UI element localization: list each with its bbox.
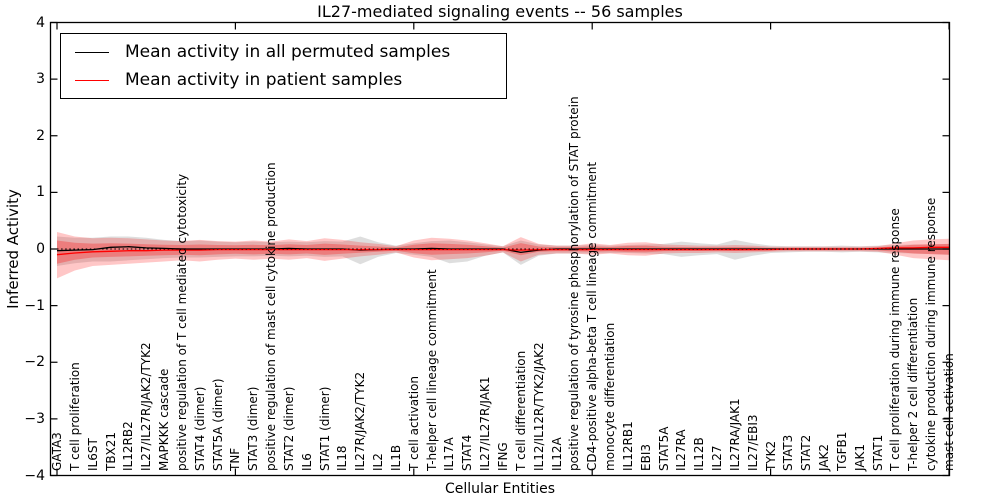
patient-std-band bbox=[57, 232, 949, 279]
x-tick-label: GATA3 bbox=[50, 432, 64, 471]
x-tick-label: STAT1 (dimer) bbox=[317, 386, 332, 471]
x-tick-label: IL18 bbox=[335, 445, 350, 472]
x-tick-label: IL27/IL27R/JAK2/TYK2 bbox=[139, 342, 154, 471]
x-tick-label: T cell proliferation during immune respo… bbox=[888, 208, 903, 471]
x-tick-label: STAT1 bbox=[870, 434, 885, 471]
y-tick-label: −2 bbox=[24, 354, 45, 371]
legend-label-permuted: Mean activity in all permuted samples bbox=[125, 42, 451, 62]
x-tick-label: IL27RA bbox=[674, 429, 689, 471]
legend: Mean activity in all permuted samples Me… bbox=[60, 33, 507, 99]
x-tick-label: positive regulation of T cell mediated c… bbox=[174, 173, 189, 471]
x-tick-label: STAT2 (dimer) bbox=[281, 386, 296, 471]
y-tick-label: 3 bbox=[36, 71, 45, 88]
y-tick-label: 2 bbox=[36, 127, 45, 144]
patient-line-swatch-icon bbox=[75, 79, 109, 81]
legend-entry-permuted: Mean activity in all permuted samples bbox=[61, 42, 506, 62]
y-tick-label: −4 bbox=[24, 467, 45, 484]
x-tick-label: STAT3 bbox=[781, 434, 796, 471]
x-tick-label: CD4-positive alpha-beta T cell lineage c… bbox=[585, 161, 600, 471]
x-tick-label: IL27/EBI3 bbox=[745, 414, 760, 471]
x-tick-label: T-helper 2 cell differentiation bbox=[906, 297, 921, 471]
x-tick-label: IL17A bbox=[442, 437, 457, 471]
y-tick-label: 4 bbox=[36, 14, 45, 31]
x-tick-label: IL27 bbox=[710, 445, 725, 472]
legend-label-patient: Mean activity in patient samples bbox=[125, 70, 403, 90]
x-tick-label: JAK1 bbox=[852, 443, 867, 471]
x-tick-label: IL12/IL12R/TYK2/JAK2 bbox=[531, 342, 546, 471]
x-tick-label: monocyte differentiation bbox=[603, 322, 618, 471]
patient-inner-band bbox=[57, 240, 949, 264]
x-tick-label: cytokine production during immune respon… bbox=[924, 197, 939, 471]
x-tick-label: IL6ST bbox=[85, 438, 100, 471]
y-tick-label: −1 bbox=[24, 297, 45, 314]
x-tick-label: JAK2 bbox=[817, 443, 832, 471]
x-tick-label: STAT5A bbox=[656, 426, 671, 471]
permuted-std-band bbox=[57, 236, 949, 266]
x-tick-label: IL27/IL27R/JAK1 bbox=[478, 376, 493, 471]
x-tick-label: IL27RA/JAK1 bbox=[727, 398, 742, 471]
x-tick-label: STAT2 bbox=[799, 434, 814, 471]
x-tick-label: T cell differentiation bbox=[513, 350, 528, 471]
x-tick-label: IL12A bbox=[549, 437, 564, 471]
legend-entry-patient: Mean activity in patient samples bbox=[61, 70, 506, 90]
x-tick-label: T cell activation bbox=[406, 375, 421, 471]
x-tick-label: IL27R/JAK2/TYK2 bbox=[353, 371, 368, 471]
x-tick-label: positive regulation of mast cell cytokin… bbox=[264, 162, 279, 471]
x-tick-label: STAT4 bbox=[460, 434, 475, 471]
x-tick-label: IL2 bbox=[371, 453, 386, 471]
x-tick-label: IL12B bbox=[692, 437, 707, 471]
x-tick-label: positive regulation of tyrosine phosphor… bbox=[567, 96, 582, 471]
x-tick-label: IL6 bbox=[299, 453, 314, 471]
x-tick-label: TBX21 bbox=[103, 431, 118, 471]
x-tick-label: TGFB1 bbox=[834, 431, 849, 471]
x-tick-label: IFNG bbox=[496, 442, 510, 471]
x-tick-label: STAT3 (dimer) bbox=[246, 386, 261, 471]
x-tick-label: TNF bbox=[228, 447, 243, 471]
x-tick-label: T cell proliferation bbox=[67, 362, 82, 471]
x-tick-label: IL12RB2 bbox=[121, 421, 136, 471]
y-tick-label: 0 bbox=[36, 241, 45, 257]
x-tick-label: STAT4 (dimer) bbox=[192, 386, 207, 471]
x-tick-label: EBI3 bbox=[638, 444, 653, 471]
y-tick-label: −3 bbox=[24, 410, 45, 427]
x-tick-label: MAPKKK cascade bbox=[157, 368, 172, 471]
permuted-line-swatch-icon bbox=[75, 51, 109, 53]
x-tick-label: STAT5A (dimer) bbox=[210, 378, 225, 471]
x-axis-label: Cellular Entities bbox=[444, 481, 556, 497]
x-tick-label: mast cell activation bbox=[942, 353, 956, 471]
chart-title: IL27-mediated signaling events -- 56 sam… bbox=[317, 2, 683, 21]
y-tick-label: 1 bbox=[36, 184, 45, 201]
x-tick-label: TYK2 bbox=[763, 440, 778, 471]
x-tick-label: T-helper cell lineage commitment bbox=[424, 269, 439, 471]
x-tick-label: IL1B bbox=[388, 444, 403, 471]
x-tick-label: IL12RB1 bbox=[620, 421, 635, 471]
